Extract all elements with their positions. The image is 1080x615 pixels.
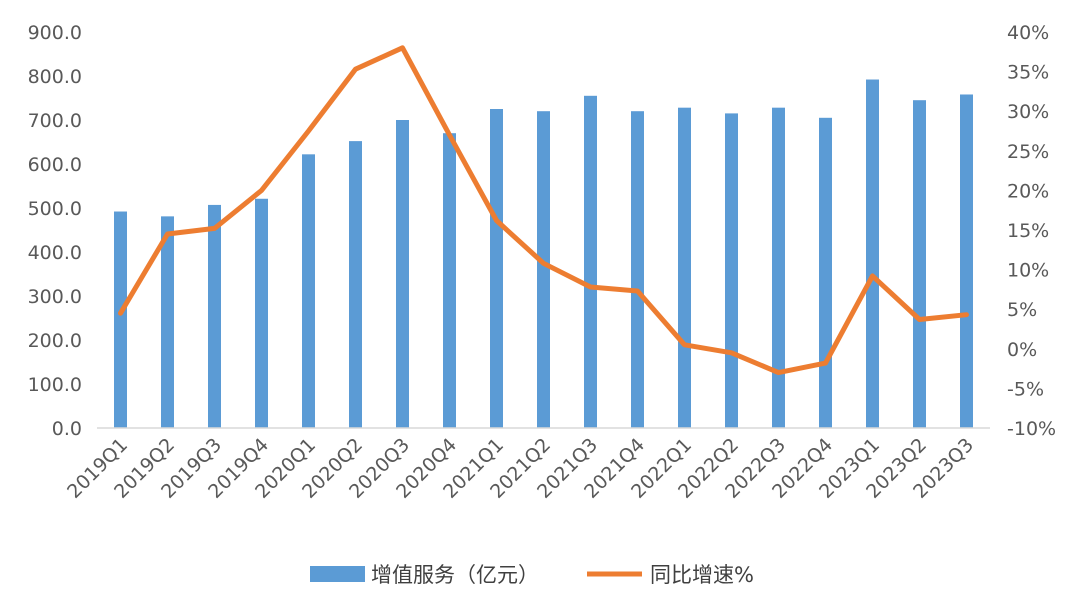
right-tick-label: -5% <box>1007 378 1044 400</box>
line-series <box>118 45 969 376</box>
bar <box>678 107 691 429</box>
left-tick-label: 300.0 <box>28 286 82 308</box>
bar <box>255 198 268 428</box>
right-tick-label: 30% <box>1007 101 1049 123</box>
bar <box>960 94 973 428</box>
bar <box>396 120 409 428</box>
left-tick-label: 700.0 <box>28 110 82 132</box>
bar <box>349 141 362 428</box>
left-tick-label: 800.0 <box>28 66 82 88</box>
bar <box>772 107 785 429</box>
right-tick-label: 40% <box>1007 22 1049 44</box>
bar <box>114 211 127 428</box>
legend-line-label: 同比增速% <box>650 563 754 587</box>
bar <box>819 117 832 429</box>
bar <box>725 113 738 429</box>
bar <box>631 111 644 428</box>
left-tick-label: 900.0 <box>28 22 82 44</box>
left-tick-label: 200.0 <box>28 330 82 352</box>
bar <box>302 154 315 428</box>
left-tick-label: 0.0 <box>52 418 82 440</box>
left-tick-label: 500.0 <box>28 198 82 220</box>
left-axis-ticks: 0.0 100.0 200.0 300.0 400.0 500.0 600.0 700.0 80… <box>28 22 82 440</box>
right-tick-label: 10% <box>1007 260 1049 282</box>
left-tick-label: 400.0 <box>28 242 82 264</box>
legend-bar-label: 增值服务（亿元） <box>371 563 539 587</box>
right-tick-label: 0% <box>1007 339 1037 361</box>
bar <box>443 133 456 428</box>
legend: 增值服务（亿元） 同比增速% <box>310 563 754 587</box>
right-tick-label: -10% <box>1007 418 1056 440</box>
right-tick-label: 20% <box>1007 180 1049 202</box>
right-tick-label: 35% <box>1007 62 1049 84</box>
bar <box>913 100 926 428</box>
bar <box>161 216 174 428</box>
right-axis-ticks: -10% -5% 0% 5% 10% 15% 20% 25% 30% 35% 40% <box>1007 22 1056 440</box>
left-tick-label: 100.0 <box>28 374 82 396</box>
right-tick-label: 5% <box>1007 299 1037 321</box>
bar-series <box>114 79 973 429</box>
bar <box>490 109 503 428</box>
right-tick-label: 15% <box>1007 220 1049 242</box>
bar <box>584 95 597 429</box>
bar <box>866 79 879 429</box>
right-tick-label: 25% <box>1007 141 1049 163</box>
legend-bar-swatch <box>310 566 365 582</box>
left-tick-label: 600.0 <box>28 154 82 176</box>
bar <box>208 204 221 428</box>
bar <box>537 111 550 428</box>
